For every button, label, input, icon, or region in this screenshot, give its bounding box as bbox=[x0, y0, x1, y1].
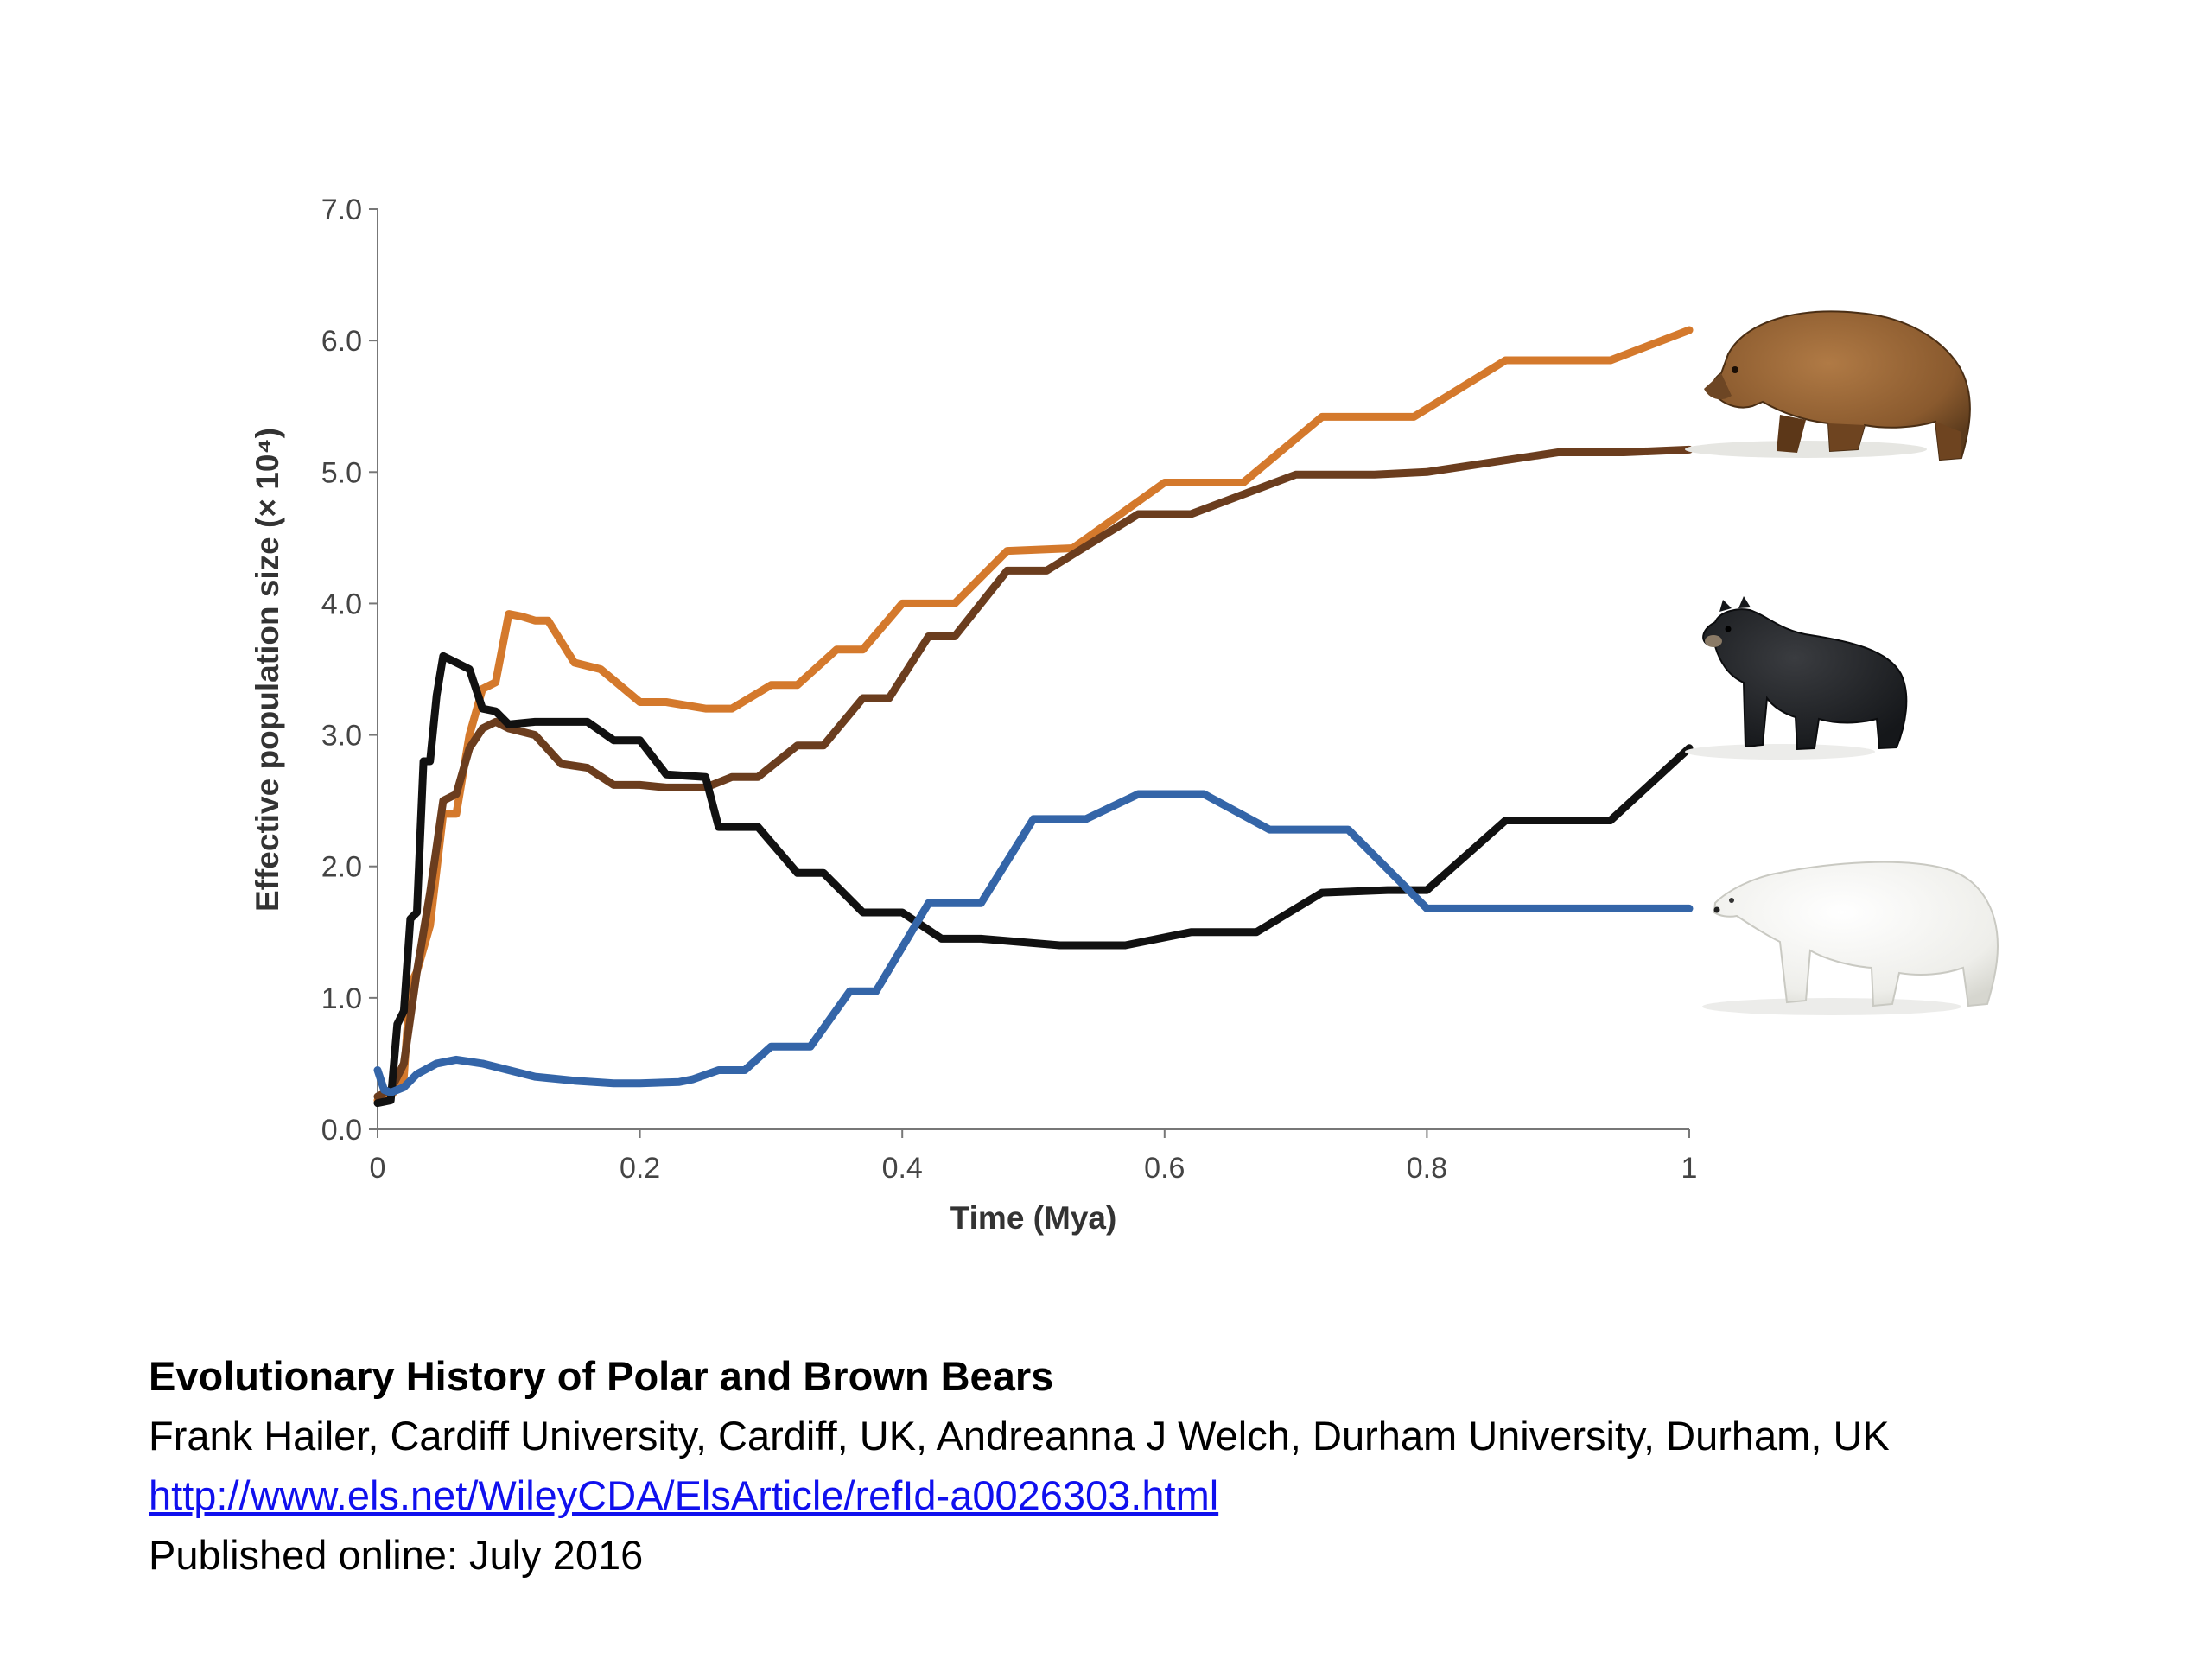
chart: 0.01.02.03.04.05.06.07.0 0 0.2 0.4 0.6 0.8 1 … bbox=[250, 194, 1999, 1236]
caption-url-link[interactable]: http://www.els.net/WileyCDA/ElsArticle/r… bbox=[149, 1472, 1219, 1518]
orange-series-line bbox=[373, 326, 1694, 1104]
y-tick-label: 3.0 bbox=[321, 720, 362, 753]
y-tick-label: 0.0 bbox=[321, 1114, 362, 1147]
brown-bear-image bbox=[1685, 310, 1971, 461]
y-axis-label: Effective population size (× 10⁴) bbox=[250, 428, 285, 912]
x-ticks: 0 0.2 0.4 0.6 0.8 1 bbox=[370, 1129, 1698, 1185]
black-series-line bbox=[373, 652, 1694, 1108]
caption-published: Published online: July 2016 bbox=[149, 1532, 644, 1578]
series-layer bbox=[373, 326, 1694, 1108]
y-ticks: 0.0 1.0 2.0 3.0 4.0 5.0 6.0 7.0 bbox=[321, 194, 378, 1147]
y-tick-label: 5.0 bbox=[321, 456, 362, 489]
caption-authors: Frank Hailer, Cardiff University, Cardif… bbox=[149, 1413, 1890, 1459]
caption: Evolutionary History of Polar and Brown … bbox=[149, 1346, 1890, 1585]
y-tick-label: 4.0 bbox=[321, 588, 362, 620]
x-tick-label: 0 bbox=[370, 1152, 386, 1185]
x-axis-label: Time (Mya) bbox=[950, 1200, 1117, 1236]
y-tick-label: 2.0 bbox=[321, 851, 362, 884]
x-tick-label: 0.4 bbox=[882, 1152, 923, 1185]
dark-brown-series-line bbox=[373, 445, 1694, 1101]
y-tick-label: 7.0 bbox=[321, 194, 362, 226]
x-tick-label: 0.2 bbox=[620, 1152, 660, 1185]
polar-bear-image bbox=[1702, 861, 1999, 1015]
black-bear-image bbox=[1685, 596, 1908, 760]
y-tick-label: 1.0 bbox=[321, 982, 362, 1015]
y-tick-label: 6.0 bbox=[321, 325, 362, 358]
blue-series-line bbox=[373, 790, 1694, 1096]
x-tick-label: 0.6 bbox=[1144, 1152, 1185, 1185]
x-tick-label: 0.8 bbox=[1407, 1152, 1447, 1185]
x-tick-label: 1 bbox=[1681, 1152, 1698, 1185]
caption-title: Evolutionary History of Polar and Brown … bbox=[149, 1353, 1054, 1399]
axes bbox=[377, 209, 1689, 1130]
